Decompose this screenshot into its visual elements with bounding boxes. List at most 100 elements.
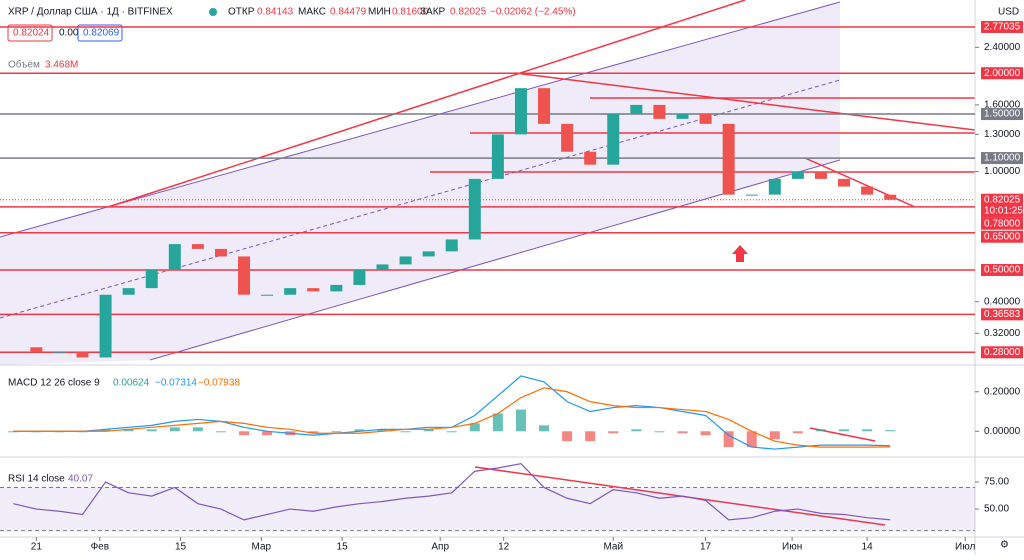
candle [399,256,412,265]
high-label: МАКС [298,7,326,18]
y-tick-label: 0.32000 [984,328,1021,339]
open: 0.84143 [257,7,294,18]
symbol[interactable]: XRP / Доллар США · 1Д · BITFINEX [8,7,173,18]
candle [699,114,712,124]
y-tick-label: 1.00000 [984,166,1021,177]
level-label-box [981,108,1023,121]
x-tick-label: Май [603,542,623,553]
candle [676,114,689,119]
macd-histogram [469,423,480,432]
macd-histogram [885,430,896,432]
legend-entry: −0.07938 [198,378,240,389]
x-tick-label: 14 [862,542,874,553]
legend-entry: −0.07314 [155,378,197,389]
macd-hist-value: 0.00624 [113,378,150,389]
candle [861,186,874,195]
macd-line [13,387,891,448]
candle [353,269,366,285]
level-label: 0.78000 [984,218,1021,229]
level-label-box [981,67,1023,80]
macd-histogram [539,425,550,432]
y-tick-label: 50.00 [984,504,1009,515]
candle [884,194,897,200]
bid-box[interactable] [7,24,53,42]
candle [745,194,758,196]
x-tick-label: Июл [955,542,975,553]
rsi-title: RSI 14 close [8,474,65,485]
candle [53,352,66,354]
spread: 0.00045 [59,28,96,39]
settings-icon[interactable]: ⚙ [1000,540,1009,551]
y-tick-label: 2.40000 [984,42,1021,53]
level-label: 0.28000 [984,347,1021,358]
candle [145,269,158,289]
level-label-box [981,346,1023,359]
rsi-line [13,463,891,521]
level-label: 0.36583 [984,309,1021,320]
trend-line [514,72,976,131]
close-label: ЗАКР [420,7,446,18]
macd-histogram [215,431,226,433]
countdown: 10:01:25 [984,205,1023,216]
candle [238,256,251,295]
macd-histogram [677,431,688,434]
macd-histogram [239,431,250,436]
volume: 3.468M [45,60,78,71]
macd-title: MACD 12 26 close 9 [8,378,100,389]
candle [445,239,458,252]
arrow-up [732,245,748,262]
x-tick-label: 21 [31,542,43,553]
macd-histogram [608,431,619,434]
macd-histogram [8,431,19,433]
close: 0.82025 [450,7,487,18]
candle [284,288,297,295]
y-tick-label: 0.40000 [984,296,1021,307]
macd-histogram [769,431,780,440]
candle [630,104,643,115]
candle [791,171,804,179]
macd-histogram [862,429,873,432]
rsi-band [0,487,975,531]
level-label-box [981,308,1023,321]
level-label-box [981,152,1023,165]
x-tick-label: Июн [782,542,802,553]
channel-upper [0,1,841,238]
candle [376,264,389,270]
candle [538,88,551,124]
macd-histogram [169,427,180,432]
macd-histogram [331,431,342,433]
macd-histogram [354,429,365,432]
macd-histogram [515,409,526,432]
candle [99,294,112,358]
level-label-box [981,20,1023,33]
candle [122,288,135,295]
candle [584,151,597,165]
bid: 0.82024 [13,28,50,39]
level-label: 0.82025 [984,194,1021,205]
y-tick-label: 75.00 [984,477,1009,488]
candle [330,284,343,292]
currency: USD [998,7,1019,18]
low: 0.81600 [392,7,429,18]
macd-histogram [792,431,803,434]
macd-histogram [146,429,157,432]
level-label-box [981,263,1023,276]
candle [76,352,89,358]
macd-histogram [400,431,411,433]
macd-histogram [585,431,596,442]
candle [768,178,781,195]
ask-box[interactable] [77,24,123,42]
candle [168,244,181,270]
candle [722,123,735,195]
change: −0.02062 (−2.45%) [490,7,576,18]
x-tick-label: 15 [337,542,349,553]
level-label: 2.00000 [984,68,1021,79]
channel-mid [0,79,841,319]
macd-histogram [492,413,503,432]
macd-histogram [723,431,734,448]
macd-histogram [654,431,665,433]
macd-histogram [192,427,203,432]
y-tick-label: 0.20000 [984,386,1021,397]
